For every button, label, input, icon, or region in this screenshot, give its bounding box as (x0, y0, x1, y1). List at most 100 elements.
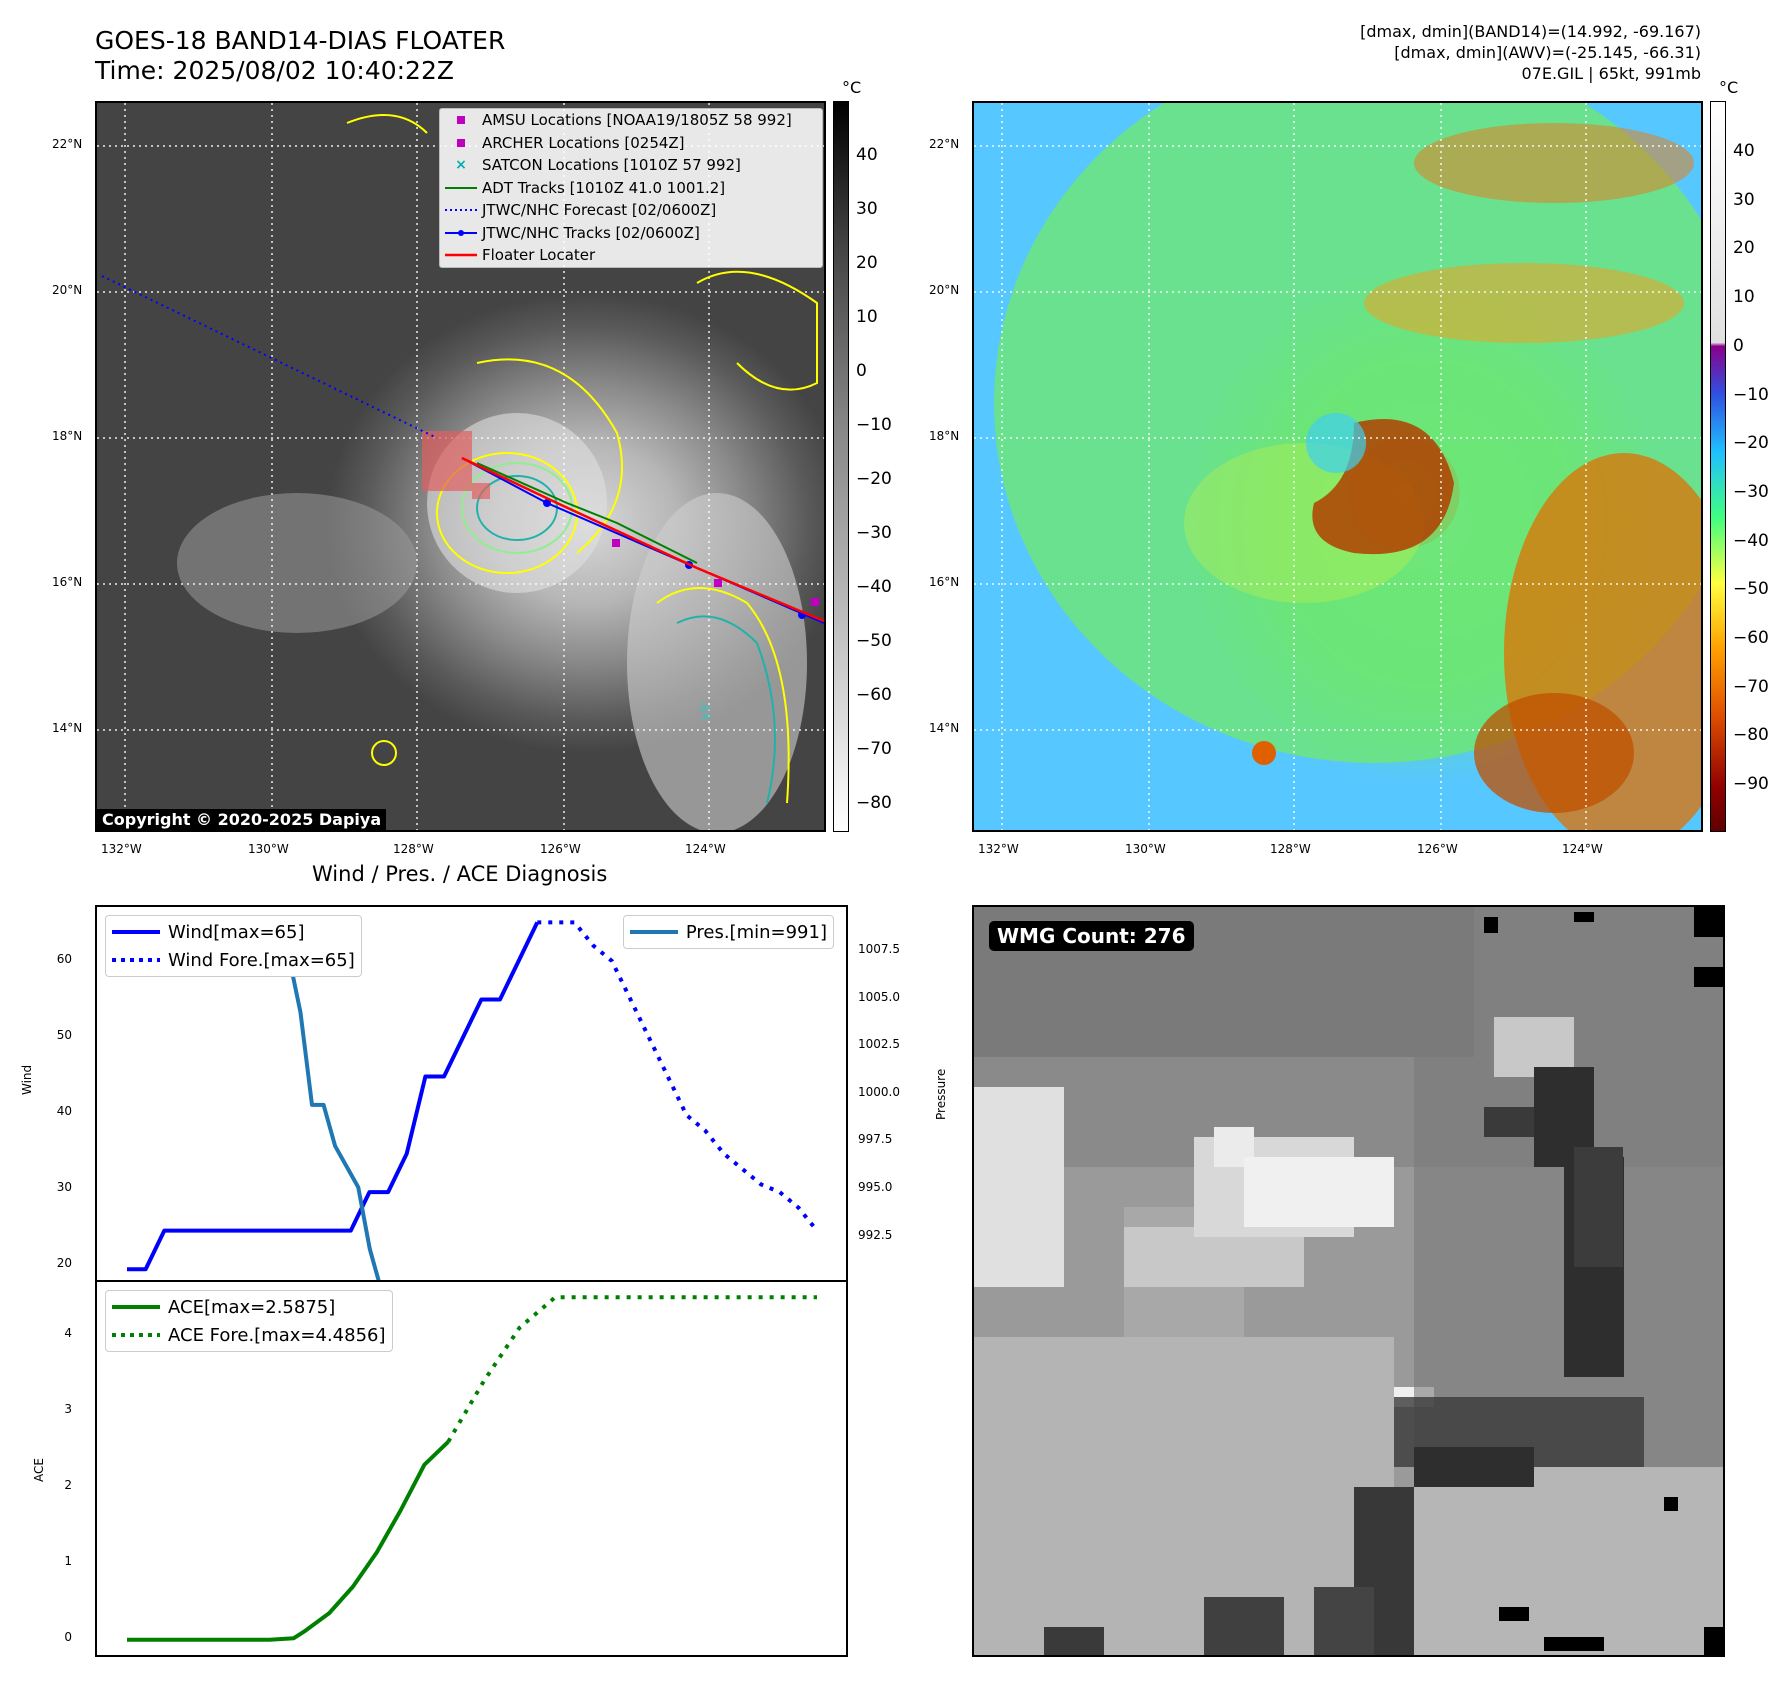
pressure-tick: 1005.0 (858, 989, 900, 1004)
ir-colorbar-tick: 0 (856, 361, 867, 381)
color-colorbar-tick: −20 (1733, 433, 1769, 454)
wind-tick: 30 (56, 1180, 72, 1194)
color-colorbar (1710, 101, 1726, 832)
figure-time: Time: 2025/08/02 10:40:22Z (95, 56, 454, 85)
lon-label: 124°W (685, 842, 726, 856)
ir-colorbar-tick: −30 (856, 523, 892, 543)
color-map-overlay (974, 103, 1701, 830)
legend-ace: ACE[max=2.5875] (112, 1296, 336, 1318)
color-colorbar-tick: −10 (1733, 384, 1769, 405)
ace-tick: 2 (64, 1478, 72, 1492)
pressure-tick: 1007.5 (858, 942, 900, 956)
wmg-panel: WMG Count: 276 (972, 905, 1725, 1657)
ir-colorbar (833, 101, 849, 832)
lat-label: 18°N (929, 429, 960, 443)
ace-axis-label: ACE (32, 1458, 46, 1482)
legend-floater: Floater Locater (445, 246, 596, 265)
lat-label: 16°N (929, 575, 960, 589)
series-line-2 (537, 920, 819, 1232)
lat-label: 14°N (52, 721, 83, 735)
ir-colorbar-tick: −10 (856, 415, 892, 435)
ace-series-line-1 (446, 1295, 817, 1443)
legend-satcon: × SATCON Locations [1010Z 57 992] (455, 156, 741, 175)
lat-label: 20°N (52, 283, 83, 297)
ace-tick: 0 (64, 1630, 72, 1644)
lon-label: 132°W (978, 842, 1019, 856)
wind-axis-label: Wind (20, 1064, 34, 1095)
ace-plot: ACE[max=2.5875] ACE Fore.[max=4.4856] (95, 1280, 848, 1657)
legend-forecast: JTWC/NHC Forecast [02/0600Z] (445, 201, 717, 220)
color-map-panel (972, 101, 1703, 832)
color-colorbar-tick: 40 (1733, 141, 1755, 161)
pressure-tick: 997.5 (858, 1132, 893, 1147)
ir-colorbar-tick: −80 (856, 793, 892, 813)
lon-label: 130°W (1125, 842, 1166, 856)
lon-label: 128°W (393, 842, 434, 856)
color-colorbar-tick: −90 (1733, 774, 1769, 795)
ir-colorbar-tick: −50 (856, 631, 892, 651)
ace-series-line-0 (127, 1440, 450, 1642)
ir-colorbar-unit: °C (842, 78, 862, 97)
lat-label: 22°N (929, 137, 960, 151)
figure-title: GOES-18 BAND14-DIAS FLOATER (95, 26, 506, 55)
wmg-count-label: WMG Count: 276 (989, 921, 1194, 951)
ace-tick: 4 (64, 1326, 72, 1340)
lon-label: 124°W (1562, 842, 1603, 856)
color-colorbar-tick: −30 (1733, 481, 1769, 502)
wind-tick: 40 (56, 1104, 72, 1118)
color-colorbar-tick: −50 (1733, 579, 1769, 600)
wind-tick: 20 (56, 1256, 72, 1270)
ir-colorbar-tick: −40 (856, 577, 892, 597)
color-colorbar-tick: 10 (1733, 287, 1755, 308)
legend-ace-fore: ACE Fore.[max=4.4856] (112, 1324, 386, 1346)
pressure-legend: Pres.[min=991] (622, 915, 834, 949)
color-colorbar-tick: 30 (1733, 189, 1755, 210)
color-colorbar-unit: °C (1719, 78, 1739, 97)
color-colorbar-tick: 0 (1733, 335, 1744, 356)
ir-colorbar-tick: 20 (856, 253, 878, 273)
color-colorbar-tick: −40 (1733, 530, 1769, 551)
pressure-tick: 1002.5 (858, 1037, 900, 1052)
ir-colorbar-tick: −60 (856, 685, 892, 705)
pressure-tick: 992.5 (858, 1227, 893, 1242)
legend-adt: ADT Tracks [1010Z 41.0 1001.2] (445, 178, 726, 197)
lat-label: 18°N (52, 429, 83, 443)
ir-map-panel: -64 AMSU Locations [NOAA19/1805Z 58 992]… (95, 101, 826, 832)
copyright-label: Copyright © 2020-2025 Dapiya (97, 809, 387, 830)
ir-map-overlay (97, 103, 824, 830)
ir-colorbar-tick: −20 (856, 469, 892, 489)
ace-legend: ACE[max=2.5875] ACE Fore.[max=4.4856] (105, 1290, 393, 1352)
series-line-0 (127, 921, 540, 1272)
lat-label: 14°N (929, 721, 960, 735)
legend-wind: Wind[max=65] (112, 921, 305, 943)
lat-label: 22°N (52, 137, 83, 151)
ace-svg (127, 1295, 817, 1642)
wmg-image (974, 907, 1723, 1655)
color-colorbar-tick: −60 (1733, 628, 1769, 648)
color-colorbar-tick: −70 (1733, 676, 1769, 697)
ace-tick: 3 (64, 1402, 72, 1416)
wind-pressure-plot: Wind[max=65] Wind Fore.[max=65] Pres.[mi… (95, 905, 848, 1282)
dmax-dmin-awv: [dmax, dmin](AWV)=(-25.145, -66.31) (1394, 43, 1701, 62)
ace-tick: 1 (64, 1554, 72, 1568)
lon-label: 126°W (540, 842, 581, 856)
pressure-axis-label: Pressure (934, 1068, 948, 1120)
ir-colorbar-tick: 10 (856, 307, 878, 327)
pressure-tick: 995.0 (858, 1180, 893, 1194)
legend-pres: Pres.[min=991] (629, 921, 827, 943)
ir-colorbar-tick: 30 (856, 199, 878, 219)
legend-amsu: AMSU Locations [NOAA19/1805Z 58 992] (440, 109, 822, 132)
lon-label: 132°W (101, 842, 142, 856)
lon-label: 126°W (1417, 842, 1458, 856)
wind-legend: Wind[max=65] Wind Fore.[max=65] (105, 915, 362, 977)
legend-archer: ARCHER Locations [0254Z] (440, 132, 822, 155)
wind-tick: 60 (56, 952, 72, 966)
lat-label: 16°N (52, 575, 83, 589)
lon-label: 130°W (248, 842, 289, 856)
storm-summary: 07E.GIL | 65kt, 991mb (1521, 64, 1702, 83)
ir-colorbar-tick: 40 (856, 145, 878, 165)
lat-label: 20°N (929, 283, 960, 297)
map-legend: AMSU Locations [NOAA19/1805Z 58 992] ARC… (439, 108, 823, 268)
legend-tracks: JTWC/NHC Tracks [02/0600Z] (440, 222, 822, 245)
color-colorbar-tick: −80 (1733, 725, 1769, 746)
